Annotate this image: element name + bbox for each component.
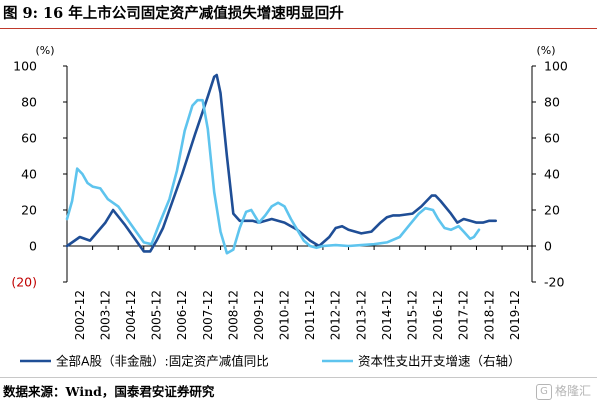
watermark-text: 格隆汇 xyxy=(554,384,591,398)
left-axis-tick-label: 60 xyxy=(21,131,37,146)
x-axis-tick-label: 2004-12 xyxy=(124,290,138,340)
x-axis-tick-label: 2019-12 xyxy=(508,290,522,340)
x-axis-tick-label: 2013-12 xyxy=(354,290,368,340)
figure-title: 图 9: 16 年上市公司固定资产减值损失增速明显回升 xyxy=(3,5,344,22)
x-axis-tick-label: 2002-12 xyxy=(73,290,87,340)
x-axis-tick-label: 2010-12 xyxy=(278,290,292,340)
x-axis-tick-label: 2014-12 xyxy=(380,290,394,340)
left-axis-tick-label: (20) xyxy=(11,275,37,290)
x-axis-tick-label: 2009-12 xyxy=(252,290,266,340)
legend-label-capex: 资本性支出开支增速（右轴） xyxy=(358,354,521,369)
right-axis-unit: (%) xyxy=(536,44,555,57)
x-axis-tick-label: 2006-12 xyxy=(175,290,189,340)
right-axis-tick-label: 60 xyxy=(544,131,560,146)
series-line-capex xyxy=(65,98,481,255)
x-axis-tick-labels: 2002-12 2003-12 2004-12 2005-12 2006-12 2007-… xyxy=(73,290,522,340)
left-axis-unit: (%) xyxy=(35,44,54,57)
left-axis-tick-label: 80 xyxy=(21,95,37,110)
left-axis-tick-label: 20 xyxy=(21,203,37,218)
right-axis-tick-label: 20 xyxy=(544,203,560,218)
x-axis-tick-label: 2007-12 xyxy=(201,290,215,340)
chart-series xyxy=(65,73,498,255)
watermark: G 格隆汇 xyxy=(535,381,591,401)
right-axis-tick-label: -20 xyxy=(544,275,564,290)
title-rule xyxy=(0,28,597,29)
source-rule xyxy=(0,377,597,378)
x-axis-tick-label: 2016-12 xyxy=(431,290,445,340)
watermark-logo-icon: G xyxy=(535,383,552,400)
x-axis-tick-label: 2015-12 xyxy=(405,290,419,340)
left-axis-tick-label: 100 xyxy=(13,59,37,74)
chart-axes: (%) (%) (20) 0 20 40 60 80 100 -20 0 20 40 60 80 100 xyxy=(11,44,568,290)
series-line-impairment xyxy=(65,73,498,253)
chart-legend: 全部A股（非金融）:固定资产减值同比 资本性支出开支增速（右轴） xyxy=(20,354,521,369)
x-axis-tick-label: 2018-12 xyxy=(482,290,496,340)
data-source: 数据来源：Wind，国泰君安证券研究 xyxy=(3,384,215,399)
right-axis-tick-label: 0 xyxy=(544,239,552,254)
legend-label-impairment: 全部A股（非金融）:固定资产减值同比 xyxy=(56,354,269,369)
line-chart: (%) (%) (20) 0 20 40 60 80 100 -20 0 20 40 60 80 100 20… xyxy=(11,44,568,369)
x-axis-tick-label: 2008-12 xyxy=(226,290,240,340)
right-axis-tick-label: 80 xyxy=(544,95,560,110)
x-axis-tick-label: 2005-12 xyxy=(150,290,164,340)
right-axis-tick-label: 100 xyxy=(544,59,568,74)
left-axis-tick-label: 40 xyxy=(21,167,37,182)
x-axis-tick-label: 2011-12 xyxy=(303,290,317,340)
right-axis-tick-label: 40 xyxy=(544,167,560,182)
left-axis-tick-label: 0 xyxy=(29,239,37,254)
x-axis-tick-label: 2017-12 xyxy=(457,290,471,340)
x-axis-tick-label: 2012-12 xyxy=(329,290,343,340)
x-axis-tick-label: 2003-12 xyxy=(98,290,112,340)
